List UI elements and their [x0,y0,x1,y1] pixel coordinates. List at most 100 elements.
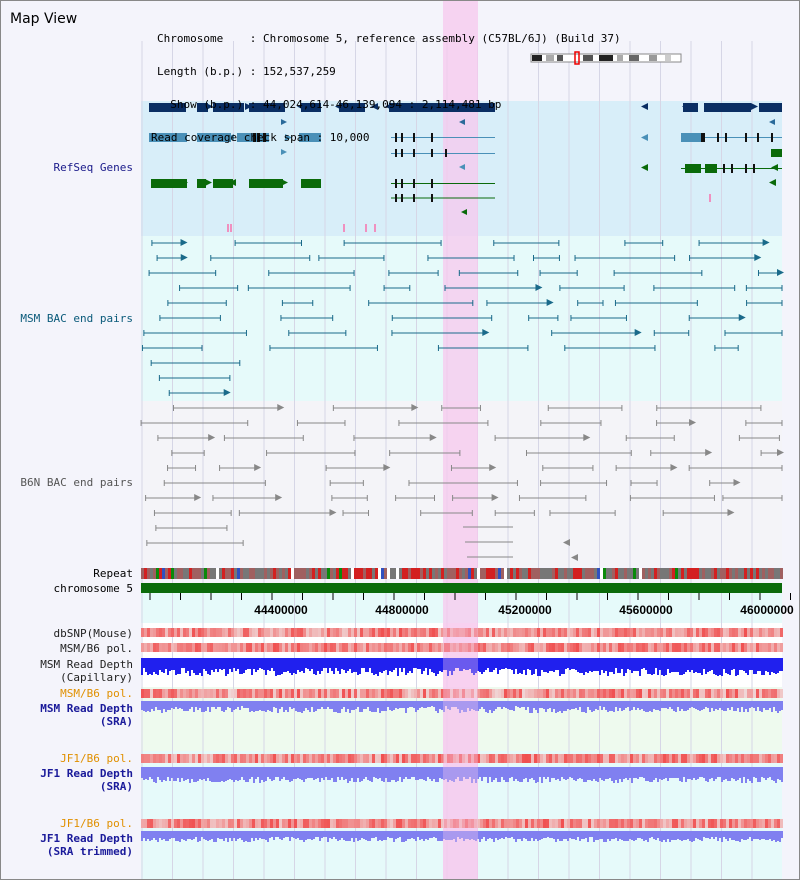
polymorphism-cell [540,628,543,637]
read-depth-bar [379,658,381,672]
polymorphism-cell [762,628,765,637]
read-depth-bar [189,658,191,676]
polymorphism-cell [234,689,237,698]
read-depth-bar [269,767,271,779]
read-depth-bar [609,701,611,711]
polymorphism-cell [330,754,333,763]
track-label-msm-b6-pol-2[interactable]: MSM/B6 pol. [60,687,133,700]
read-depth-bar [551,658,553,671]
read-depth-bar [177,831,179,841]
polymorphism-cell [744,754,747,763]
refseq-gene-exon [263,133,266,142]
read-depth-bar [145,767,147,779]
track-label-dbsnp[interactable]: dbSNP(Mouse) [53,627,133,640]
read-depth-bar [639,831,641,838]
track-label-chromosome[interactable]: chromosome 5 [53,582,133,595]
read-depth-bar [515,767,517,779]
polymorphism-cell [165,754,168,763]
refseq-gene-arrow [769,179,776,186]
polymorphism-cell [339,819,342,828]
read-depth-bar [545,831,547,838]
polymorphism-cell [762,643,765,652]
repeat-segment [699,568,702,579]
read-depth-bar [359,767,361,782]
polymorphism-cell [768,754,771,763]
track-label-repeat[interactable]: Repeat [93,567,133,580]
polymorphism-cell [612,643,615,652]
read-depth-bar [581,767,583,779]
read-depth-bar [535,767,537,783]
polymorphism-cell [540,643,543,652]
polymorphism-cell [750,689,753,698]
read-depth-bar [309,831,311,839]
read-depth-bar [445,831,447,840]
read-depth-bar [237,831,239,839]
polymorphism-cell [501,689,504,698]
polymorphism-cell [576,819,579,828]
read-depth-bar [737,767,739,780]
polymorphism-cell [597,754,600,763]
track-label-jf1-b6-pol-1[interactable]: JF1/B6 pol. [60,752,133,765]
read-depth-bar [455,767,457,779]
read-depth-bar [735,658,737,676]
track-label-msm-bac[interactable]: MSM BAC end pairs [20,312,133,325]
read-depth-bar [633,658,635,671]
polymorphism-cell [366,754,369,763]
read-depth-bar [183,658,185,668]
read-depth-bar [443,658,445,670]
polymorphism-cell [195,628,198,637]
polymorphism-cell [189,628,192,637]
read-depth-bar [281,658,283,674]
read-depth-bar [253,658,255,669]
read-depth-bar [207,767,209,778]
track-label-jf1-read-depth-trimmed[interactable]: JF1 Read Depth (SRA trimmed) [40,832,133,858]
read-depth-bar [681,831,683,841]
read-depth-bar [519,701,521,708]
polymorphism-cell [441,819,444,828]
track-label-msm-read-depth-capillary[interactable]: MSM Read Depth (Capillary) [40,658,133,684]
polymorphism-cell [234,819,237,828]
read-depth-bar [767,701,769,710]
track-label-b6n-bac[interactable]: B6N BAC end pairs [20,476,133,489]
track-label-refseq[interactable]: RefSeq Genes [53,161,133,174]
read-depth-bar [479,701,481,709]
read-depth-bar [529,767,531,779]
track-label-msm-b6-pol-1[interactable]: MSM/B6 pol. [60,642,133,655]
polymorphism-cell [279,689,282,698]
polymorphism-cell [465,819,468,828]
track-label-jf1-read-depth-sra[interactable]: JF1 Read Depth (SRA) [40,767,133,793]
refseq-gene-arrow [641,103,648,110]
read-depth-bar [213,831,215,842]
read-depth-bar [225,767,227,781]
polymorphism-cell [201,643,204,652]
polymorphism-cell [453,819,456,828]
polymorphism-cell [528,754,531,763]
polymorphism-cell [270,643,273,652]
read-depth-bar [195,831,197,837]
polymorphism-cell [762,754,765,763]
read-depth-bar [261,658,263,669]
read-depth-bar [435,831,437,838]
refseq-mark [374,224,376,232]
read-depth-bar [369,658,371,668]
polymorphism-cell [210,643,213,652]
polymorphism-cell [561,628,564,637]
track-label-jf1-b6-pol-2[interactable]: JF1/B6 pol. [60,817,133,830]
polymorphism-cell [369,628,372,637]
read-depth-bar [427,831,429,840]
polymorphism-cell [729,754,732,763]
read-depth-bar [147,658,149,675]
read-depth-bar [669,701,671,707]
read-depth-bar [235,831,237,841]
polymorphism-cell [687,628,690,637]
read-depth-bar [531,767,533,778]
repeat-segment [540,568,543,579]
polymorphism-cell [366,643,369,652]
read-depth-bar [397,701,399,709]
track-label-msm-read-depth-sra[interactable]: MSM Read Depth (SRA) [40,702,133,728]
msm-bac-arrow [762,239,770,246]
read-depth-bar [387,831,389,837]
polymorphism-cell [714,628,717,637]
read-depth-bar [621,658,623,669]
